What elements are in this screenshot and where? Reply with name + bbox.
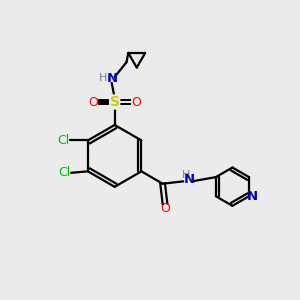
Text: H: H [99,73,108,82]
Text: Cl: Cl [57,134,70,147]
Text: H: H [182,170,190,180]
Text: N: N [184,173,195,186]
Text: O: O [88,95,98,109]
Text: O: O [131,95,141,109]
Text: S: S [110,95,120,109]
Text: Cl: Cl [58,166,70,179]
Text: N: N [107,72,118,85]
Text: O: O [160,202,170,215]
Text: N: N [247,190,258,203]
